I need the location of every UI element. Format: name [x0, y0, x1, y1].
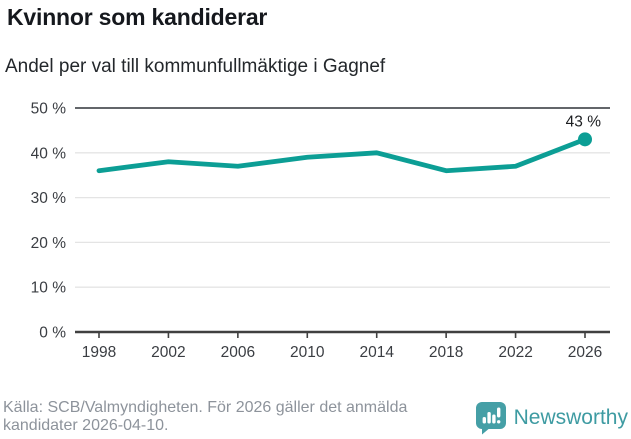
svg-text:2002: 2002 [151, 344, 185, 361]
svg-text:50 %: 50 % [31, 101, 67, 118]
svg-text:30 %: 30 % [31, 190, 67, 207]
svg-text:2006: 2006 [221, 344, 255, 361]
svg-text:0 %: 0 % [39, 325, 66, 342]
svg-text:2010: 2010 [290, 344, 325, 361]
svg-text:2022: 2022 [498, 344, 532, 361]
svg-text:1998: 1998 [82, 344, 116, 361]
svg-text:2014: 2014 [359, 344, 394, 361]
svg-text:40 %: 40 % [31, 145, 67, 162]
chart-subtitle: Andel per val till kommunfullmäktige i G… [5, 56, 386, 77]
svg-text:10 %: 10 % [31, 280, 67, 297]
svg-text:2018: 2018 [429, 344, 463, 361]
svg-text:43 %: 43 % [566, 113, 602, 130]
newsworthy-logo-icon [475, 402, 506, 435]
svg-text:2026: 2026 [568, 344, 602, 361]
line-chart: 0 % 10 % 20 % 30 % 40 % 50 % 1998 2002 2006 2010 2… [31, 101, 610, 361]
newsworthy-logo[interactable]: Newsworthy [475, 401, 628, 435]
newsworthy-logo-text: Newsworthy [513, 406, 628, 429]
source-note: Källa: SCB/Valmyndigheten. För 2026 gäll… [3, 399, 408, 434]
chart-title: Kvinnor som kandiderar [7, 4, 268, 30]
svg-text:20 %: 20 % [31, 235, 67, 252]
